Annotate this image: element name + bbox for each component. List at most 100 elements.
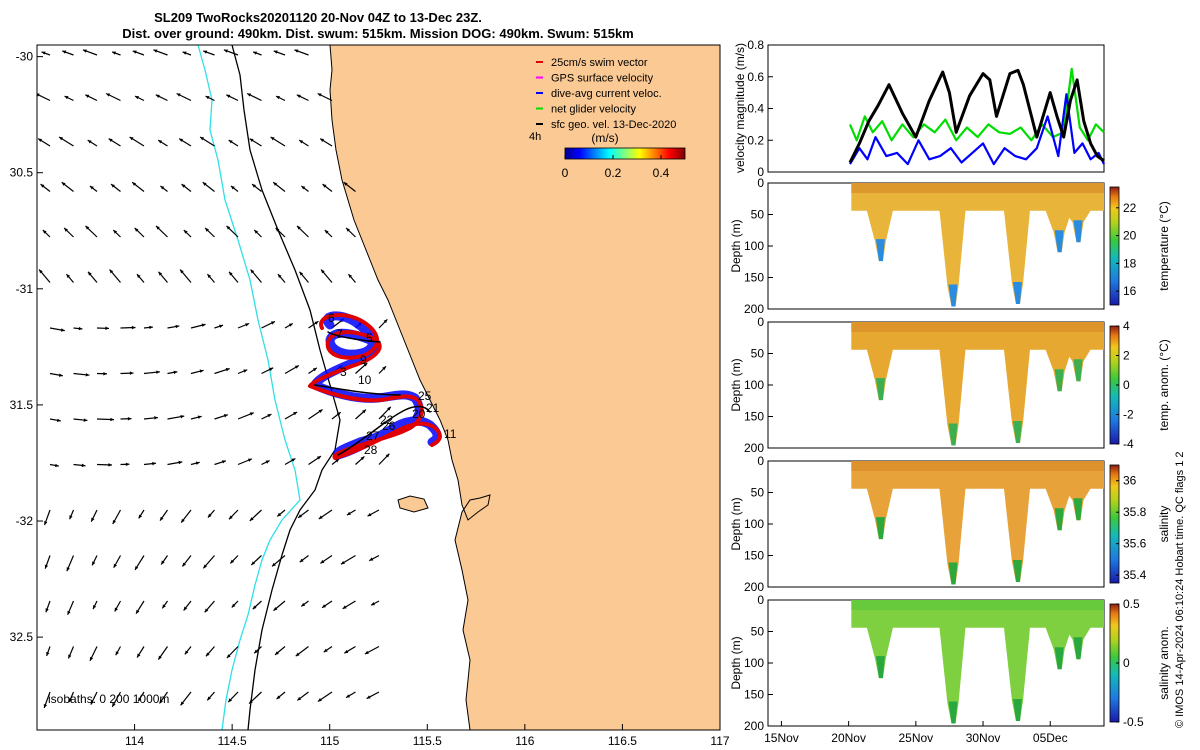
section-colorbar-label: salinity [1157, 506, 1171, 543]
velocity-lines [848, 67, 1105, 166]
map-y-tick-label: 31.5 [10, 398, 34, 412]
legend-entry: sfc geo. vel. 13-Dec-2020 [551, 119, 676, 131]
current-vector-head [181, 518, 185, 523]
section-deep-water [1012, 420, 1022, 443]
current-vector-head [245, 323, 250, 327]
current-vector-head [199, 369, 204, 373]
current-vector-head [161, 560, 165, 565]
current-vector-head [46, 651, 50, 656]
current-vector-head [156, 370, 160, 374]
section-y-tick-label: 200 [744, 719, 764, 733]
current-vector-head [221, 460, 226, 464]
current-vector-head [109, 269, 114, 274]
section-deep-water [1073, 498, 1083, 521]
section-y-tick-label: 100 [744, 656, 764, 670]
map-title: SL209 TwoRocks20201120 20-Nov 04Z to 13-… [154, 10, 482, 25]
current-vector-head [85, 225, 90, 230]
section-x-tick-label: 20Nov [831, 731, 866, 745]
section-colorbar-tick-label: -2 [1123, 408, 1134, 422]
current-vector-head [277, 512, 282, 517]
current-vector-head [223, 49, 228, 53]
current-vector-head [301, 602, 306, 607]
track-day-label: 7 [336, 327, 343, 341]
current-vector-head [180, 701, 185, 706]
current-vector-head [299, 741, 303, 745]
current-vector-head [219, 324, 224, 328]
current-vector-head [137, 653, 141, 658]
current-vector-head [85, 94, 90, 98]
isobath-1000 [197, 45, 301, 730]
current-vector-head [205, 652, 210, 657]
section-x-ticks: 15Nov 20Nov 25Nov 30Nov 05Dec [764, 721, 1068, 745]
section-data-fill [851, 183, 1104, 307]
section-x-tick-label: 30Nov [966, 731, 1001, 745]
current-vector-head [205, 96, 210, 100]
current-vector-head [209, 740, 213, 744]
current-vector-head [182, 562, 186, 567]
current-vector-head [321, 269, 325, 274]
current-vector-head [228, 698, 233, 703]
track-day-label: 21 [426, 401, 440, 415]
current-vector-head [320, 138, 325, 142]
current-vector-head [40, 184, 45, 188]
current-vector-head [230, 185, 235, 190]
current-vector-head [223, 414, 228, 418]
current-vector-head [93, 605, 97, 610]
current-vector-head [158, 140, 163, 144]
section-y-tick-label: 150 [744, 271, 764, 285]
current-vector-head [179, 138, 184, 142]
section-colorbar-tick-label: 16 [1123, 284, 1137, 298]
section-panel: 0 50 100 150 200 Depth (m) -0.5 0 0.5 salinity an… [729, 593, 1171, 733]
current-vector-head [106, 93, 111, 97]
current-vector-head [83, 418, 88, 422]
current-vector-head [276, 695, 281, 700]
current-vector-head [247, 93, 252, 97]
current-vector-head [37, 93, 40, 97]
current-vector [182, 738, 191, 750]
current-vector-head [108, 138, 113, 142]
current-vector-head [295, 652, 300, 657]
current-vector-head [44, 564, 49, 569]
map-y-tick-label: 32.5 [10, 630, 34, 644]
current-vector-head [204, 608, 209, 613]
current-vector [348, 738, 356, 743]
section-deep-water [1073, 637, 1083, 660]
current-vector-head [125, 462, 130, 467]
track-day-label: 3 [340, 365, 347, 379]
current-vector-head [105, 326, 109, 331]
section-colorbar-tick-label: 35.8 [1123, 505, 1147, 519]
current-vector-head [314, 321, 319, 325]
current-vector-head [251, 561, 256, 566]
current-vector-head [228, 140, 233, 144]
current-vector-head [252, 605, 257, 610]
current-vector-head [387, 406, 391, 411]
track-day-label: 9 [360, 353, 367, 367]
current-vector-head [231, 603, 236, 608]
current-vector-head [360, 456, 365, 461]
map-land [329, 45, 720, 730]
current-vector-head [154, 416, 158, 420]
velocity-series-line [848, 67, 1105, 142]
current-vector-head [251, 744, 255, 748]
current-vector-head [323, 648, 328, 653]
current-vector-head [131, 325, 136, 330]
current-vector-head [363, 362, 368, 367]
current-vector-head [226, 225, 231, 230]
section-deep-water [1073, 359, 1083, 382]
section-colorbar-tick-label: 2 [1123, 349, 1130, 363]
current-vector-head [294, 49, 299, 53]
section-deep-water [875, 656, 885, 679]
current-vector-head [335, 458, 340, 463]
current-vector-head [155, 225, 160, 230]
velocity-y-ticks: 0 0.2 0.4 0.6 0.8 [747, 38, 773, 179]
section-y-tick-label: 0 [757, 593, 764, 607]
current-vector-head [161, 743, 164, 747]
current-vector-head [180, 414, 185, 419]
current-vector-head [301, 185, 306, 190]
section-deep-water [1012, 281, 1022, 304]
track-day-label: 22 [380, 413, 394, 427]
current-vector [70, 738, 74, 746]
section-colorbar-label: salinity anom. [1157, 626, 1171, 699]
